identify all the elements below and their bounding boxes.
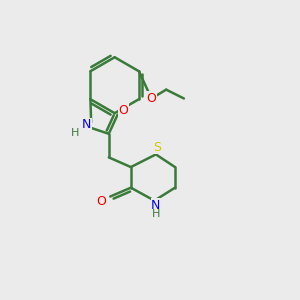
Text: O: O bbox=[118, 104, 128, 117]
Text: S: S bbox=[153, 141, 161, 154]
Text: H: H bbox=[152, 209, 160, 219]
Text: H: H bbox=[71, 128, 79, 138]
Text: O: O bbox=[146, 92, 156, 105]
Text: N: N bbox=[82, 118, 92, 131]
Text: N: N bbox=[151, 199, 160, 212]
Text: O: O bbox=[97, 195, 106, 208]
